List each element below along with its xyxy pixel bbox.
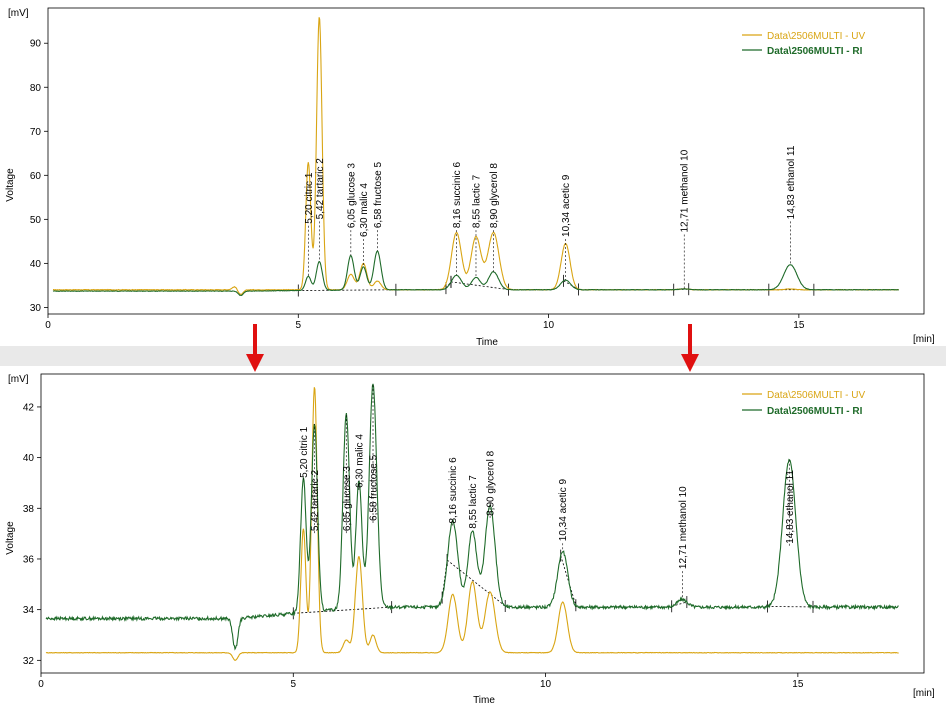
peak-label: 10,34 acetic 9 bbox=[561, 174, 572, 237]
zoom-arrow-left bbox=[246, 324, 264, 372]
peak-label: 14,83 ethanol 11 bbox=[785, 470, 796, 544]
peak-label: 6,58 fructose 5 bbox=[373, 162, 384, 229]
peak-label: 8,16 succinic 6 bbox=[448, 457, 459, 524]
peak-label: 10,34 acetic 9 bbox=[558, 479, 569, 542]
top-chromatogram: [mV] Voltage Time [min] Data\2506MULTI -… bbox=[5, 7, 935, 348]
x-unit-label: [min] bbox=[913, 688, 935, 699]
bottom-panel-background bbox=[0, 366, 946, 708]
peak-label: 5,20 citric 1 bbox=[299, 426, 310, 478]
y-tick-label: 70 bbox=[30, 127, 42, 138]
peak-label: 8,90 glycerol 8 bbox=[486, 450, 497, 515]
integration-baseline bbox=[293, 606, 392, 614]
y-unit-label: [mV] bbox=[8, 374, 29, 385]
y-tick-label: 32 bbox=[23, 656, 35, 667]
zoom-arrow-right bbox=[681, 324, 699, 372]
peak-label: 6,30 malic 4 bbox=[354, 434, 365, 488]
integration-baseline bbox=[298, 289, 396, 291]
y-tick-label: 50 bbox=[30, 215, 42, 226]
peak-label: 8,55 lactic 7 bbox=[468, 475, 479, 529]
peak-label: 6,58 fructose 5 bbox=[369, 454, 380, 521]
x-axis-title: Time bbox=[473, 695, 495, 706]
x-tick-label: 10 bbox=[540, 679, 552, 690]
y-tick-label: 34 bbox=[23, 605, 35, 616]
x-tick-label: 15 bbox=[793, 320, 805, 331]
series-ri-trace bbox=[52, 250, 899, 296]
legend: Data\2506MULTI - UV Data\2506MULTI - RI bbox=[742, 31, 866, 57]
series-ri-trace bbox=[45, 383, 899, 651]
legend-uv-label: Data\2506MULTI - UV bbox=[767, 390, 866, 401]
x-tick-label: 0 bbox=[38, 679, 44, 690]
y-tick-label: 90 bbox=[30, 39, 42, 50]
x-tick-label: 10 bbox=[543, 320, 555, 331]
y-axis-title: Voltage bbox=[5, 521, 16, 555]
x-tick-label: 0 bbox=[45, 320, 51, 331]
x-tick-label: 15 bbox=[792, 679, 804, 690]
y-tick-label: 38 bbox=[23, 504, 35, 515]
series-uv-trace bbox=[45, 387, 899, 661]
integration-baseline bbox=[450, 281, 509, 290]
peak-label: 5,42 tartaric 2 bbox=[310, 470, 321, 532]
peak-label: 8,90 glycerol 8 bbox=[489, 163, 500, 228]
y-tick-label: 60 bbox=[30, 171, 42, 182]
y-tick-label: 42 bbox=[23, 402, 35, 413]
legend: Data\2506MULTI - UV Data\2506MULTI - RI bbox=[742, 390, 866, 417]
y-tick-label: 40 bbox=[30, 259, 42, 270]
peak-label: 8,55 lactic 7 bbox=[471, 174, 482, 228]
legend-ri-label: Data\2506MULTI - RI bbox=[767, 46, 863, 57]
legend-ri-label: Data\2506MULTI - RI bbox=[767, 406, 863, 417]
y-tick-label: 40 bbox=[23, 453, 35, 464]
x-unit-label: [min] bbox=[913, 334, 935, 345]
y-axis-title: Voltage bbox=[5, 168, 16, 202]
plot-frame bbox=[47, 7, 925, 315]
x-tick-label: 5 bbox=[291, 679, 297, 690]
y-tick-label: 80 bbox=[30, 83, 42, 94]
x-tick-label: 5 bbox=[296, 320, 302, 331]
integration-baseline bbox=[446, 559, 506, 607]
integration-baseline bbox=[560, 555, 577, 606]
y-unit-label: [mV] bbox=[8, 8, 29, 19]
y-tick-label: 30 bbox=[30, 303, 42, 314]
top-panel-background bbox=[0, 0, 946, 346]
peak-label: 6,30 malic 4 bbox=[359, 183, 370, 237]
integration-baseline bbox=[671, 601, 687, 607]
peak-label: 5,20 citric 1 bbox=[304, 172, 315, 224]
peak-label: 14,83 ethanol 11 bbox=[786, 145, 797, 219]
peak-label: 12,71 methanol 10 bbox=[678, 486, 689, 569]
peak-label: 8,16 succinic 6 bbox=[452, 162, 463, 229]
bottom-chromatogram-zoom: [mV] Voltage Time [min] Data\2506MULTI -… bbox=[5, 373, 935, 706]
x-axis-title: Time bbox=[476, 337, 498, 348]
peak-label: 12,71 methanol 10 bbox=[680, 149, 691, 232]
legend-uv-label: Data\2506MULTI - UV bbox=[767, 31, 866, 42]
peak-label: 6,05 glucose 3 bbox=[346, 163, 357, 228]
plot-frame bbox=[40, 373, 925, 674]
peak-label: 6,05 glucose 3 bbox=[342, 466, 353, 531]
peak-label: 5,42 tartaric 2 bbox=[315, 158, 326, 220]
y-tick-label: 36 bbox=[23, 554, 35, 565]
